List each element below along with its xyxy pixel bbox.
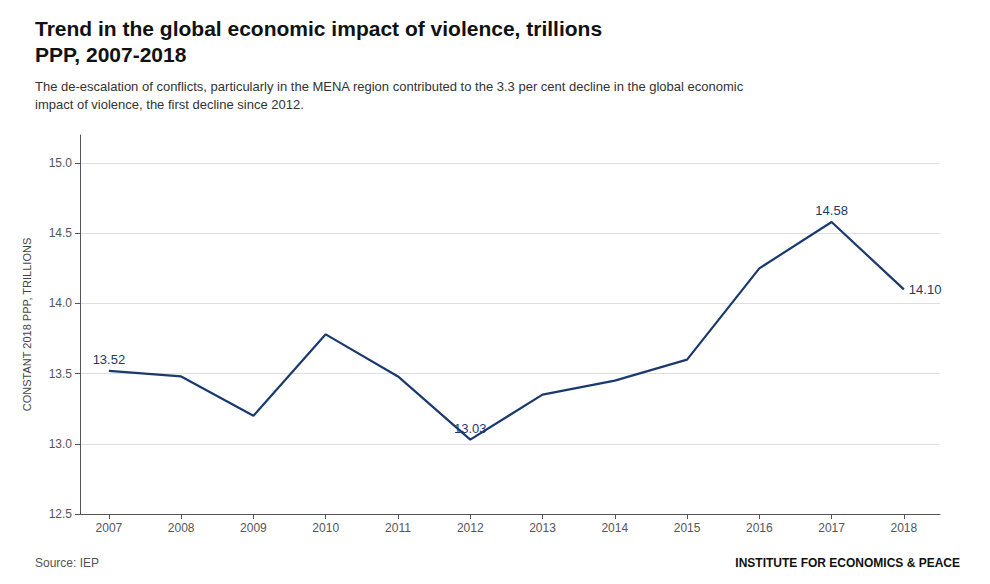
svg-text:2011: 2011 (385, 521, 411, 535)
svg-text:2017: 2017 (818, 521, 845, 535)
svg-text:13.52: 13.52 (93, 352, 126, 367)
svg-text:2016: 2016 (746, 521, 773, 535)
svg-text:13.0: 13.0 (49, 437, 73, 451)
svg-text:15.0: 15.0 (49, 156, 73, 170)
svg-text:13.03: 13.03 (454, 421, 487, 436)
svg-text:The de-escalation of conflicts: The de-escalation of conflicts, particul… (35, 79, 744, 94)
svg-text:2015: 2015 (674, 521, 701, 535)
svg-text:Source: IEP: Source: IEP (35, 556, 99, 570)
svg-text:2013: 2013 (529, 521, 556, 535)
svg-text:14.5: 14.5 (49, 226, 73, 240)
svg-text:2014: 2014 (601, 521, 628, 535)
svg-text:14.10: 14.10 (909, 282, 942, 297)
svg-text:13.5: 13.5 (49, 367, 73, 381)
svg-text:2012: 2012 (457, 521, 484, 535)
svg-text:Trend in the global economic i: Trend in the global economic impact of v… (35, 17, 602, 40)
svg-text:12.5: 12.5 (49, 507, 73, 521)
svg-text:2008: 2008 (168, 521, 195, 535)
svg-text:PPP, 2007-2018: PPP, 2007-2018 (35, 43, 187, 66)
svg-text:14.58: 14.58 (815, 203, 848, 218)
svg-text:INSTITUTE FOR ECONOMICS & PEAC: INSTITUTE FOR ECONOMICS & PEACE (735, 556, 960, 570)
svg-text:2010: 2010 (312, 521, 339, 535)
svg-text:2018: 2018 (891, 521, 918, 535)
svg-text:impact of violence, the first: impact of violence, the first decline si… (35, 97, 304, 112)
svg-text:2009: 2009 (240, 521, 267, 535)
svg-text:2007: 2007 (96, 521, 123, 535)
svg-text:14.0: 14.0 (49, 296, 73, 310)
svg-text:CONSTANT 2018 PPP, TRILLIONS: CONSTANT 2018 PPP, TRILLIONS (21, 238, 33, 411)
